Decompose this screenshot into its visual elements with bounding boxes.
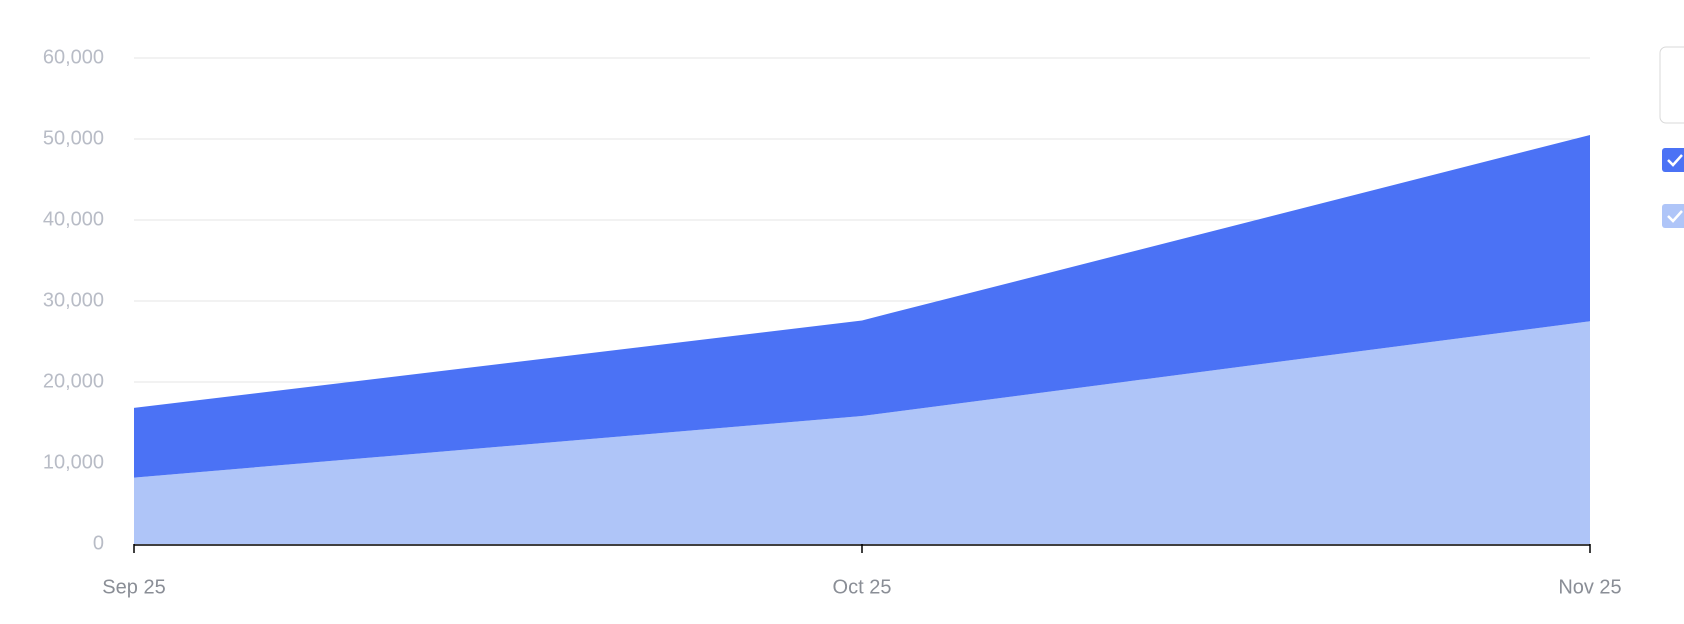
x-tick-label: Sep 25 [102, 576, 165, 598]
y-tick-label: 30,000 [43, 289, 104, 311]
legend-checkbox[interactable] [1662, 148, 1684, 172]
x-tick-label: Nov 25 [1558, 576, 1621, 598]
legend-panel [1659, 46, 1684, 124]
area [134, 321, 1590, 544]
y-tick-label: 10,000 [43, 451, 104, 473]
x-tick-label: Oct 25 [833, 576, 892, 598]
y-tick-label: 50,000 [43, 127, 104, 149]
y-tick-label: 20,000 [43, 370, 104, 392]
y-tick-label: 40,000 [43, 208, 104, 230]
legend-check [1667, 210, 1683, 223]
legend-check [1667, 154, 1683, 167]
area [134, 134, 1590, 478]
y-tick-label: 60,000 [43, 46, 104, 68]
y-tick-label: 0 [93, 532, 104, 554]
legend-checkbox[interactable] [1662, 204, 1684, 228]
